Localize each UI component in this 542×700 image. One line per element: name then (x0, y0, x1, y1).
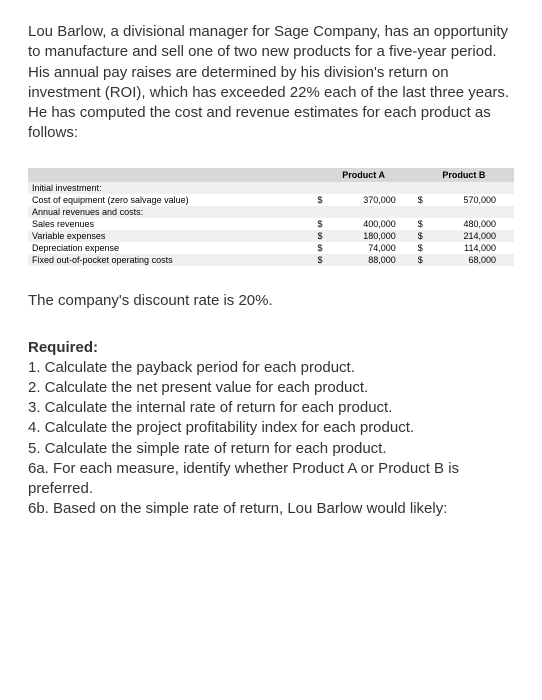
table-row: Variable expenses$180,000$214,000 (28, 230, 514, 242)
table-row: Annual revenues and costs: (28, 206, 514, 218)
value-a: 88,000 (328, 254, 414, 266)
row-label: Initial investment: (28, 182, 314, 194)
value-a: 370,000 (328, 194, 414, 206)
row-label: Variable expenses (28, 230, 314, 242)
table-row: Cost of equipment (zero salvage value)$3… (28, 194, 514, 206)
currency-symbol (314, 206, 328, 218)
row-label: Depreciation expense (28, 242, 314, 254)
value-b: 570,000 (428, 194, 514, 206)
value-a: 74,000 (328, 242, 414, 254)
currency-symbol: $ (414, 218, 428, 230)
value-b: 480,000 (428, 218, 514, 230)
header-blank (28, 168, 314, 182)
value-b (428, 206, 514, 218)
currency-symbol: $ (314, 242, 328, 254)
data-table-wrap: Product A Product B Initial investment:C… (28, 168, 514, 266)
value-a: 180,000 (328, 230, 414, 242)
value-a (328, 206, 414, 218)
header-product-a: Product A (314, 168, 414, 182)
value-a: 400,000 (328, 218, 414, 230)
row-label: Cost of equipment (zero salvage value) (28, 194, 314, 206)
required-heading: Required: (28, 339, 514, 356)
row-label: Fixed out-of-pocket operating costs (28, 254, 314, 266)
table-row: Fixed out-of-pocket operating costs$88,0… (28, 254, 514, 266)
required-item: 5. Calculate the simple rate of return f… (28, 439, 514, 459)
currency-symbol: $ (414, 254, 428, 266)
required-item: 6b. Based on the simple rate of return, … (28, 499, 514, 519)
required-item: 2. Calculate the net present value for e… (28, 378, 514, 398)
table-row: Depreciation expense$74,000$114,000 (28, 242, 514, 254)
required-item: 6a. For each measure, identify whether P… (28, 459, 514, 500)
table-row: Sales revenues$400,000$480,000 (28, 218, 514, 230)
required-item: 3. Calculate the internal rate of return… (28, 398, 514, 418)
currency-symbol (414, 182, 428, 194)
product-table: Product A Product B Initial investment:C… (28, 168, 514, 266)
value-b (428, 182, 514, 194)
currency-symbol (414, 206, 428, 218)
required-list: 1. Calculate the payback period for each… (28, 358, 514, 520)
row-label: Annual revenues and costs: (28, 206, 314, 218)
currency-symbol: $ (414, 194, 428, 206)
currency-symbol: $ (314, 218, 328, 230)
currency-symbol (314, 182, 328, 194)
row-label: Sales revenues (28, 218, 314, 230)
currency-symbol: $ (414, 242, 428, 254)
currency-symbol: $ (314, 230, 328, 242)
value-b: 214,000 (428, 230, 514, 242)
value-b: 114,000 (428, 242, 514, 254)
currency-symbol: $ (314, 194, 328, 206)
value-a (328, 182, 414, 194)
value-b: 68,000 (428, 254, 514, 266)
discount-rate-text: The company's discount rate is 20%. (28, 290, 514, 311)
currency-symbol: $ (314, 254, 328, 266)
header-product-b: Product B (414, 168, 514, 182)
intro-paragraph: Lou Barlow, a divisional manager for Sag… (28, 22, 514, 144)
currency-symbol: $ (414, 230, 428, 242)
required-item: 4. Calculate the project profitability i… (28, 418, 514, 438)
table-row: Initial investment: (28, 182, 514, 194)
required-item: 1. Calculate the payback period for each… (28, 358, 514, 378)
